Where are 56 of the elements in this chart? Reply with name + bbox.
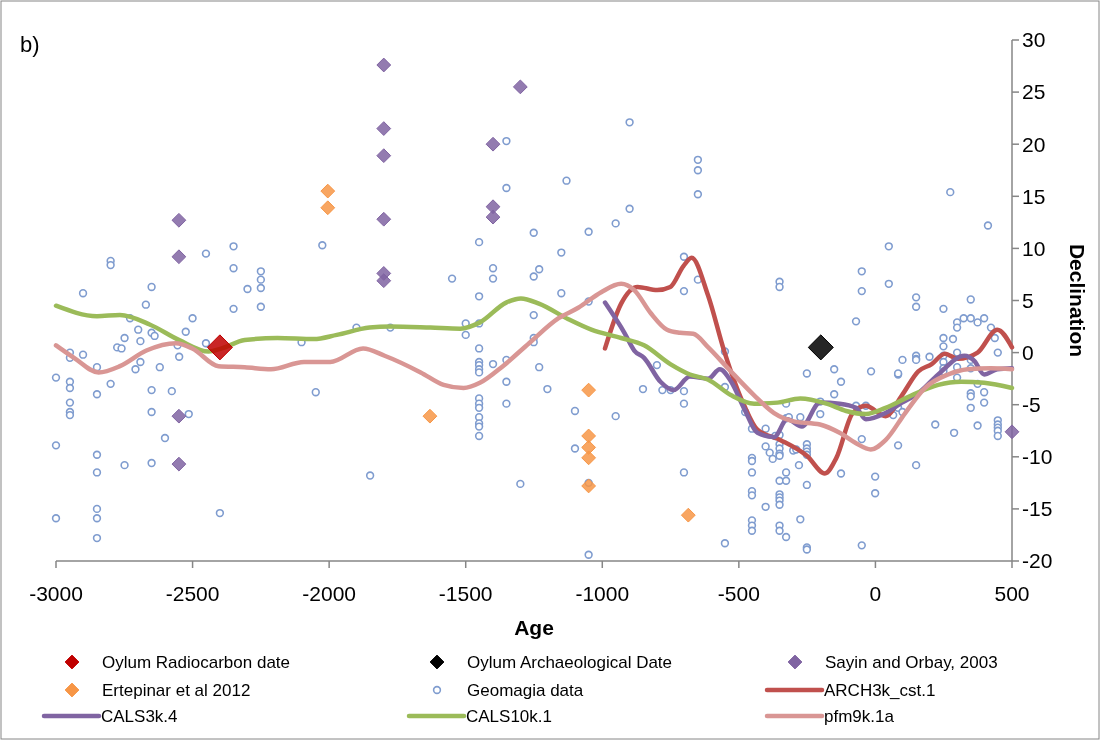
y-axis-title: Declination <box>1066 243 1089 358</box>
point <box>320 183 336 199</box>
point <box>680 507 696 523</box>
y-tick-label: -20 <box>1022 549 1053 573</box>
point <box>206 334 233 361</box>
point <box>376 273 392 289</box>
point <box>512 79 528 95</box>
point <box>376 121 392 136</box>
point <box>376 57 392 73</box>
line-series <box>53 296 1015 417</box>
legend-label: Sayin and Orbay, 2003 <box>825 652 998 672</box>
x-axis-title: Age <box>514 616 554 639</box>
y-tick-label: 10 <box>1022 236 1046 260</box>
point <box>171 249 187 265</box>
y-tick-label: 15 <box>1022 184 1046 208</box>
x-tick-label: 500 <box>994 582 1030 605</box>
point <box>581 450 597 466</box>
point <box>376 148 392 164</box>
y-tick-label: -15 <box>1022 497 1053 521</box>
x-tick-label: -2500 <box>165 582 220 605</box>
point <box>485 209 501 225</box>
point <box>422 408 438 424</box>
legend-label: Oylum Archaeological Date <box>467 652 673 672</box>
y-tick-label: -5 <box>1022 393 1041 417</box>
x-tick-label: -2000 <box>302 582 356 605</box>
point <box>485 136 501 152</box>
point <box>581 478 597 494</box>
y-tick-label: 5 <box>1022 288 1034 312</box>
point <box>581 382 597 398</box>
x-tick-label: -3000 <box>29 582 83 605</box>
legend-label: Ertepinar et al 2012 <box>102 680 251 700</box>
legend-label: ARCH3k_cst.1 <box>824 680 936 700</box>
x-tick-label: -1500 <box>438 582 493 605</box>
point <box>171 408 187 424</box>
point <box>807 334 834 361</box>
line-series <box>53 281 1015 452</box>
x-tick-label: -500 <box>717 582 760 605</box>
y-tick-label: -10 <box>1022 445 1053 469</box>
x-tick-label: -1000 <box>575 582 630 605</box>
point <box>581 428 597 444</box>
legend-label: Geomagia data <box>467 680 584 700</box>
legend-label: Oylum Radiocarbon date <box>102 652 291 672</box>
text: b) <box>20 32 40 57</box>
y-tick-label: 0 <box>1022 340 1034 364</box>
point <box>171 212 187 228</box>
point <box>171 456 187 472</box>
x-tick-label: 0 <box>869 582 882 605</box>
point <box>320 200 336 216</box>
y-tick-label: 25 <box>1022 80 1046 104</box>
legend-label: CALS10k.1 <box>466 706 552 726</box>
legend-label: pfm9k.1a <box>824 706 895 726</box>
y-tick-label: 30 <box>1022 28 1046 52</box>
legend-label: CALS3k.4 <box>101 706 178 726</box>
y-tick-label: 20 <box>1022 132 1046 156</box>
point <box>1004 424 1020 440</box>
point <box>376 211 392 227</box>
